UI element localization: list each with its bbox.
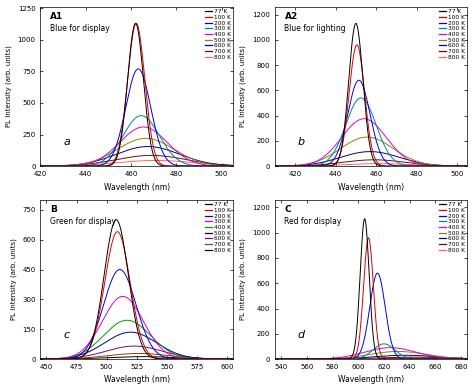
Text: Green for display: Green for display — [50, 217, 116, 226]
Y-axis label: PL Intensity (arb. units): PL Intensity (arb. units) — [240, 46, 246, 128]
X-axis label: Wavelength (nm): Wavelength (nm) — [104, 376, 170, 385]
Y-axis label: PL Intensity (arb. units): PL Intensity (arb. units) — [10, 239, 17, 321]
Legend: 77 K, 100 K, 200 K, 300 K, 400 K, 500 K, 600 K, 700 K, 800 K: 77 K, 100 K, 200 K, 300 K, 400 K, 500 K,… — [438, 202, 465, 253]
Text: Red for display: Red for display — [284, 217, 342, 226]
Text: C: C — [284, 205, 291, 214]
Y-axis label: PL Intensity (arb. units): PL Intensity (arb. units) — [6, 46, 12, 128]
Text: A1: A1 — [50, 12, 64, 21]
Text: a: a — [64, 137, 71, 147]
Text: Blue for display: Blue for display — [50, 25, 110, 34]
Y-axis label: PL Intensity (arb. units): PL Intensity (arb. units) — [240, 239, 246, 321]
Text: c: c — [64, 330, 70, 340]
Legend: 77 K, 100 K, 200 K, 300 K, 400 K, 500 K, 600 K, 700 K, 800 K: 77 K, 100 K, 200 K, 300 K, 400 K, 500 K,… — [204, 202, 231, 253]
Text: A2: A2 — [284, 12, 298, 21]
Text: B: B — [50, 205, 57, 214]
Text: b: b — [298, 137, 305, 147]
Text: Blue for lighting: Blue for lighting — [284, 25, 346, 34]
X-axis label: Wavelength (nm): Wavelength (nm) — [338, 376, 404, 385]
Legend: 77 K, 100 K, 200 K, 300 K, 400 K, 500 K, 600 K, 700 K, 800 K: 77 K, 100 K, 200 K, 300 K, 400 K, 500 K,… — [204, 9, 231, 60]
Text: d: d — [298, 330, 305, 340]
X-axis label: Wavelength (nm): Wavelength (nm) — [338, 183, 404, 191]
X-axis label: Wavelength (nm): Wavelength (nm) — [104, 183, 170, 191]
Legend: 77 K, 100 K, 200 K, 300 K, 400 K, 500 K, 600 K, 700 K, 800 K: 77 K, 100 K, 200 K, 300 K, 400 K, 500 K,… — [438, 9, 465, 60]
